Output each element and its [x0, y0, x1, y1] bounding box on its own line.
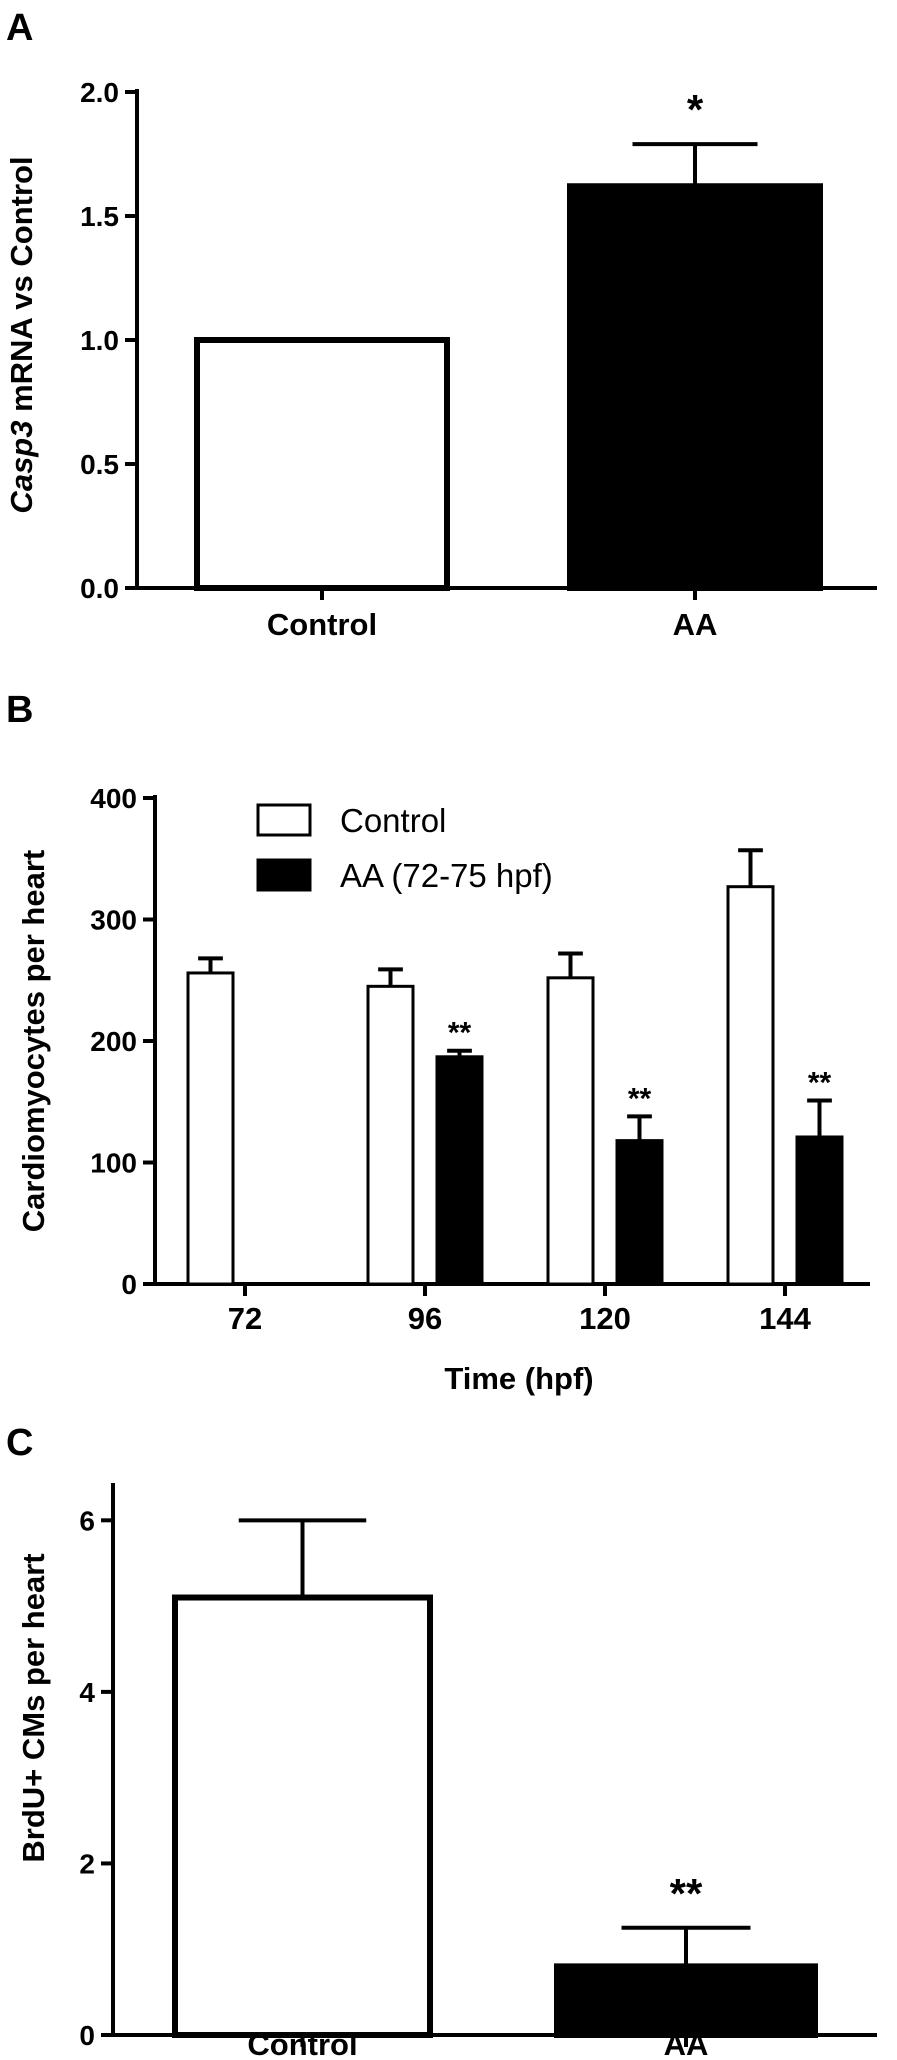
panel-letter-c: C	[6, 1422, 33, 1464]
panel-c-plot: 0 2 4 6 Control AA **	[79, 1483, 877, 2060]
panel-c: C 0 2 4 6 Control AA ** BrdU+ CMs per heart	[6, 1422, 877, 2060]
panel-a-bar	[194, 337, 450, 591]
panel-b-y-tick-label: 0	[121, 1269, 137, 1300]
panel-c-y-tick-label: 4	[79, 1677, 95, 1708]
legend-label-control: Control	[340, 802, 446, 839]
panel-b-bar	[186, 971, 235, 1286]
panel-c-y-axis-title: BrdU+ CMs per heart	[16, 1553, 51, 1862]
panel-b-x-axis-title: Time (hpf)	[444, 1361, 593, 1396]
panel-b-y-tick-label: 200	[90, 1026, 137, 1057]
legend-label-aa: AA (72-75 hpf)	[340, 857, 553, 894]
panel-letter-b: B	[6, 689, 33, 731]
panel-a-bar	[567, 183, 823, 592]
panel-b-bar	[546, 976, 595, 1286]
panel-a-y-tick-label: 1.0	[80, 325, 119, 356]
panel-b-bar	[795, 1135, 844, 1286]
panel-c-bar	[554, 1963, 818, 2038]
panel-a-significance-marker: *	[687, 86, 704, 133]
panel-a-category-label: AA	[673, 607, 718, 642]
panel-a-category-label: Control	[267, 607, 377, 642]
panel-b-plot: 0 100 200 300 400 72 96 ** 120 ** 144 **	[90, 783, 870, 1336]
legend-swatch-aa	[256, 858, 312, 892]
panel-b-significance-marker: **	[448, 1017, 472, 1050]
panel-c-y-tick-label: 6	[79, 1505, 95, 1536]
panel-b-y-tick-label: 300	[90, 905, 137, 936]
legend-swatch-control	[256, 803, 312, 837]
panel-b-y-axis-title: Cardiomyocytes per heart	[16, 850, 51, 1232]
panel-b-category-label: 144	[759, 1301, 811, 1336]
panel-b-bar	[435, 1055, 484, 1286]
panel-b-significance-marker: **	[808, 1067, 832, 1100]
panel-letter-a: A	[6, 7, 33, 49]
panel-b-bar	[615, 1139, 664, 1286]
panel-a: A 0.0 0.5 1.0 1.5 2.0 Control AA * Casp3 mRNA v…	[4, 7, 877, 642]
panel-b-significance-marker: **	[628, 1082, 652, 1115]
panel-b-y-tick-label: 100	[90, 1148, 137, 1179]
panel-b-legend: Control AA (72-75 hpf)	[256, 802, 553, 894]
panel-a-y-axis-title: Casp3 mRNA vs Control	[4, 156, 39, 513]
panel-c-y-tick-label: 0	[79, 2020, 95, 2051]
panel-c-category-label: Control	[247, 2027, 357, 2060]
panel-b: B 0 100 200 300 400 72 96 ** 120 ** 144 ** Cardiomy…	[6, 689, 870, 1396]
panel-b-category-label: 120	[579, 1301, 631, 1336]
panel-c-bar	[172, 1594, 433, 2038]
panel-b-bar	[366, 984, 415, 1286]
panel-b-y-tick-label: 400	[90, 783, 137, 814]
panel-a-y-tick-label: 0.5	[80, 449, 119, 480]
panel-a-y-tick-label: 0.0	[80, 573, 119, 604]
panel-b-category-label: 96	[408, 1301, 442, 1336]
panel-a-y-tick-label: 1.5	[80, 201, 119, 232]
panel-c-y-tick-label: 2	[79, 1848, 95, 1879]
panel-b-bar	[726, 885, 775, 1286]
panel-c-significance-marker: **	[670, 1870, 703, 1917]
panel-a-y-axis-title-italic: Casp3	[4, 421, 39, 514]
panel-a-plot: 0.0 0.5 1.0 1.5 2.0 Control AA *	[80, 77, 877, 642]
panel-a-y-axis-title-rest: mRNA vs Control	[4, 156, 39, 420]
panel-b-category-label: 72	[228, 1301, 262, 1336]
panel-a-y-tick-label: 2.0	[80, 77, 119, 108]
panel-c-category-label: AA	[664, 2027, 709, 2060]
